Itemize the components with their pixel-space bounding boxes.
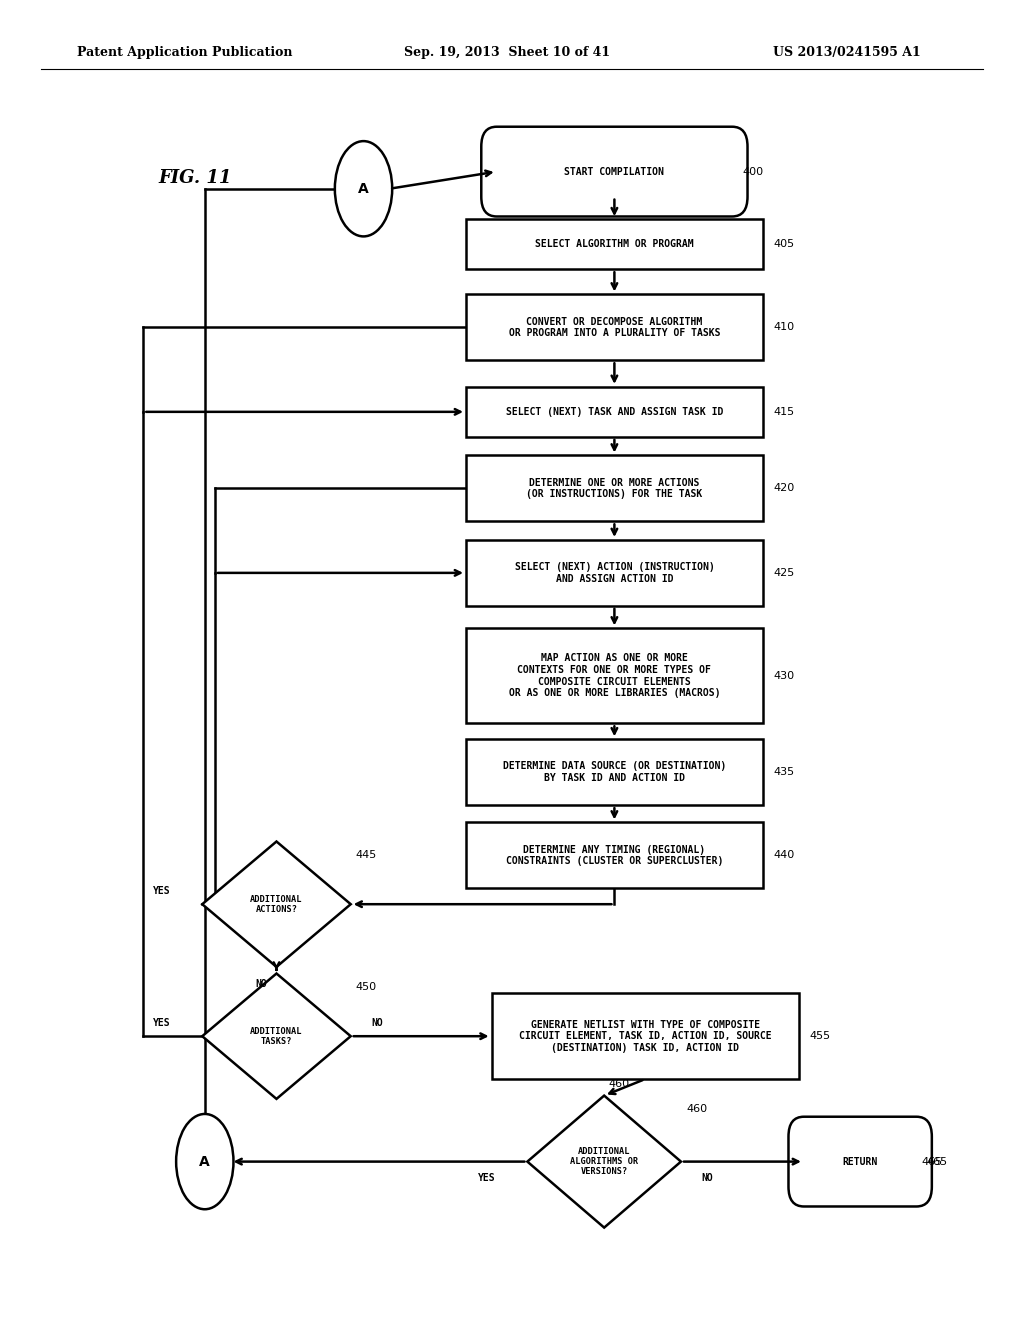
Text: Patent Application Publication: Patent Application Publication xyxy=(77,46,292,59)
Text: DETERMINE ANY TIMING (REGIONAL)
CONSTRAINTS (CLUSTER OR SUPERCLUSTER): DETERMINE ANY TIMING (REGIONAL) CONSTRAI… xyxy=(506,845,723,866)
Polygon shape xyxy=(203,842,350,966)
Text: DETERMINE DATA SOURCE (OR DESTINATION)
BY TASK ID AND ACTION ID: DETERMINE DATA SOURCE (OR DESTINATION) B… xyxy=(503,762,726,783)
Text: 430: 430 xyxy=(773,671,795,681)
Text: SELECT (NEXT) ACTION (INSTRUCTION)
AND ASSIGN ACTION ID: SELECT (NEXT) ACTION (INSTRUCTION) AND A… xyxy=(514,562,715,583)
FancyBboxPatch shape xyxy=(492,993,799,1080)
FancyBboxPatch shape xyxy=(481,127,748,216)
Text: 435: 435 xyxy=(773,767,795,777)
Text: 425: 425 xyxy=(773,568,795,578)
FancyBboxPatch shape xyxy=(466,294,763,360)
Text: RETURN: RETURN xyxy=(843,1156,878,1167)
Polygon shape xyxy=(203,974,350,1098)
Text: GENERATE NETLIST WITH TYPE OF COMPOSITE
CIRCUIT ELEMENT, TASK ID, ACTION ID, SOU: GENERATE NETLIST WITH TYPE OF COMPOSITE … xyxy=(519,1019,771,1053)
Text: Sep. 19, 2013  Sheet 10 of 41: Sep. 19, 2013 Sheet 10 of 41 xyxy=(404,46,610,59)
Text: 460: 460 xyxy=(686,1104,708,1114)
FancyBboxPatch shape xyxy=(788,1117,932,1206)
Text: 465: 465 xyxy=(927,1156,948,1167)
Ellipse shape xyxy=(176,1114,233,1209)
Text: START COMPILATION: START COMPILATION xyxy=(564,166,665,177)
Text: YES: YES xyxy=(153,1018,170,1028)
Text: 465: 465 xyxy=(922,1156,943,1167)
FancyBboxPatch shape xyxy=(466,822,763,888)
Text: 440: 440 xyxy=(773,850,795,861)
Text: YES: YES xyxy=(477,1173,496,1184)
Text: ADDITIONAL
ALGORITHMS OR
VERSIONS?: ADDITIONAL ALGORITHMS OR VERSIONS? xyxy=(570,1147,638,1176)
Text: YES: YES xyxy=(153,886,170,896)
Polygon shape xyxy=(527,1096,681,1228)
Text: 415: 415 xyxy=(773,407,795,417)
Text: A: A xyxy=(200,1155,210,1168)
Text: 445: 445 xyxy=(356,850,377,859)
Text: ADDITIONAL
TASKS?: ADDITIONAL TASKS? xyxy=(250,1027,303,1045)
Text: 400: 400 xyxy=(742,166,764,177)
Text: ADDITIONAL
ACTIONS?: ADDITIONAL ACTIONS? xyxy=(250,895,303,913)
Text: DETERMINE ONE OR MORE ACTIONS
(OR INSTRUCTIONS) FOR THE TASK: DETERMINE ONE OR MORE ACTIONS (OR INSTRU… xyxy=(526,478,702,499)
Text: US 2013/0241595 A1: US 2013/0241595 A1 xyxy=(773,46,921,59)
Text: NO: NO xyxy=(701,1173,713,1184)
Text: 450: 450 xyxy=(356,982,377,991)
Text: 420: 420 xyxy=(773,483,795,494)
FancyBboxPatch shape xyxy=(466,219,763,269)
Text: NO: NO xyxy=(255,978,267,989)
Text: A: A xyxy=(358,182,369,195)
FancyBboxPatch shape xyxy=(466,628,763,723)
FancyBboxPatch shape xyxy=(466,540,763,606)
Text: NO: NO xyxy=(372,1018,383,1028)
FancyBboxPatch shape xyxy=(466,739,763,805)
Text: SELECT (NEXT) TASK AND ASSIGN TASK ID: SELECT (NEXT) TASK AND ASSIGN TASK ID xyxy=(506,407,723,417)
FancyBboxPatch shape xyxy=(466,455,763,521)
Text: CONVERT OR DECOMPOSE ALGORITHM
OR PROGRAM INTO A PLURALITY OF TASKS: CONVERT OR DECOMPOSE ALGORITHM OR PROGRA… xyxy=(509,317,720,338)
Text: 455: 455 xyxy=(809,1031,830,1041)
Ellipse shape xyxy=(335,141,392,236)
Text: 460: 460 xyxy=(608,1078,630,1089)
Text: FIG. 11: FIG. 11 xyxy=(159,169,232,187)
Text: 410: 410 xyxy=(773,322,795,333)
Text: SELECT ALGORITHM OR PROGRAM: SELECT ALGORITHM OR PROGRAM xyxy=(536,239,693,249)
FancyBboxPatch shape xyxy=(466,387,763,437)
Text: 405: 405 xyxy=(773,239,795,249)
Text: MAP ACTION AS ONE OR MORE
CONTEXTS FOR ONE OR MORE TYPES OF
COMPOSITE CIRCUIT EL: MAP ACTION AS ONE OR MORE CONTEXTS FOR O… xyxy=(509,653,720,698)
